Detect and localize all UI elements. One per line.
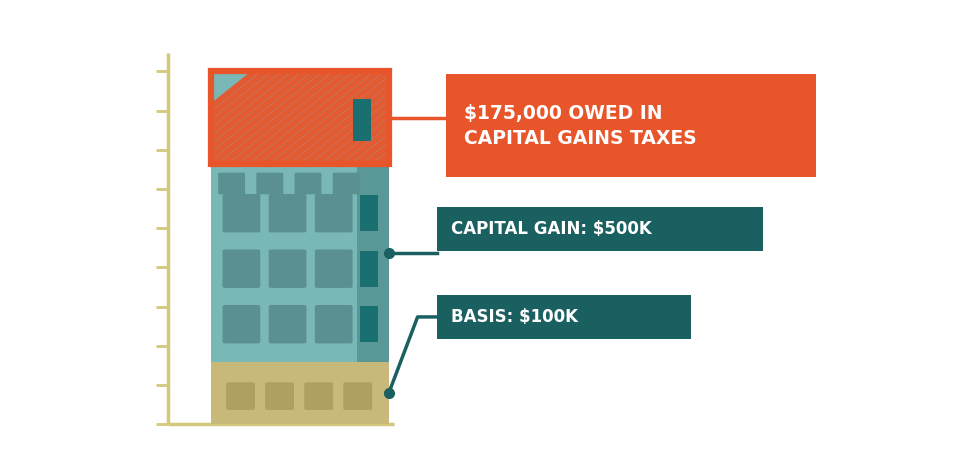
FancyBboxPatch shape [315,249,352,288]
FancyBboxPatch shape [223,305,260,343]
FancyBboxPatch shape [227,382,255,410]
Bar [446,74,816,177]
FancyBboxPatch shape [315,305,352,343]
FancyBboxPatch shape [269,305,306,343]
Text: CAPITAL GAIN: $500K: CAPITAL GAIN: $500K [451,220,652,238]
FancyBboxPatch shape [295,172,322,195]
FancyBboxPatch shape [256,172,283,195]
Bar [437,295,691,339]
FancyBboxPatch shape [269,249,306,288]
Bar [360,195,378,231]
Bar [211,71,389,164]
Bar [360,251,378,287]
FancyBboxPatch shape [223,249,260,288]
FancyBboxPatch shape [265,382,294,410]
Text: $175,000 OWED IN
CAPITAL GAINS TAXES: $175,000 OWED IN CAPITAL GAINS TAXES [464,104,696,148]
Bar [360,307,378,342]
Bar [211,71,389,164]
FancyBboxPatch shape [269,194,306,232]
FancyBboxPatch shape [218,172,245,195]
FancyBboxPatch shape [333,172,360,195]
Bar [353,99,371,141]
Bar [357,164,389,362]
FancyBboxPatch shape [315,194,352,232]
Bar [211,164,389,362]
Bar [437,207,763,251]
FancyBboxPatch shape [344,382,372,410]
Bar [211,362,389,424]
Text: BASIS: $100K: BASIS: $100K [451,308,578,326]
FancyBboxPatch shape [304,382,333,410]
FancyBboxPatch shape [223,194,260,232]
